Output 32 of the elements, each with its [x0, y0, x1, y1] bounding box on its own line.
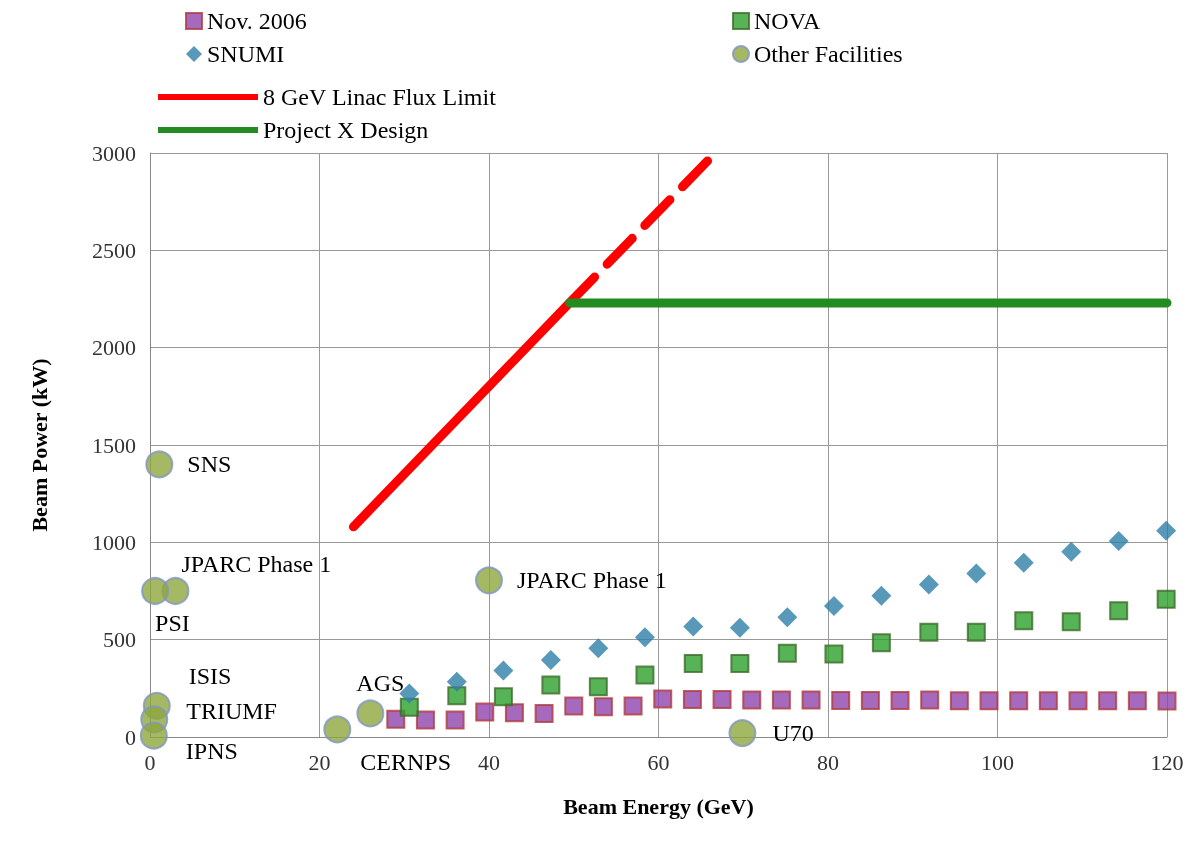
x-tick-label: 100	[981, 749, 1014, 775]
y-tick-label: 1500	[92, 432, 136, 458]
y-tick-label: 1000	[92, 529, 136, 555]
legend-label: SNUMI	[207, 41, 285, 67]
annotation: IPNS	[185, 737, 238, 764]
y-tick-label: 2500	[92, 237, 136, 263]
legend-label: NOVA	[754, 8, 821, 34]
x-tick-label: 40	[478, 749, 500, 775]
annotation: ISIS	[188, 662, 232, 689]
legend-label: Other Facilities	[754, 41, 903, 67]
x-tick-label: 20	[308, 749, 331, 775]
annotation: AGS	[356, 670, 405, 697]
x-tick-label: 60	[647, 749, 670, 775]
y-tick-label: 2000	[92, 335, 136, 361]
annotation: TRIUMF	[186, 698, 277, 725]
legend-label: 8 GeV Linac Flux Limit	[263, 84, 497, 110]
annotation: PSI	[155, 610, 190, 636]
x-axis-title: Beam Energy (GeV)	[563, 793, 754, 819]
y-tick-label: 3000	[92, 140, 136, 166]
y-tick-label: 0	[125, 724, 136, 750]
annotation: JPARC Phase 1	[181, 551, 332, 577]
x-tick-label: 0	[144, 749, 156, 775]
x-tick-label: 80	[817, 749, 839, 775]
legend-label: Nov. 2006	[207, 8, 307, 34]
annotation: U70	[772, 720, 814, 747]
annotation: CERNPS	[360, 749, 451, 776]
legend-label: Project X Design	[263, 117, 429, 143]
x-tick-label: 120	[1150, 749, 1184, 775]
annotation: SNS	[187, 451, 232, 478]
annotation: JPARC Phase 1	[517, 567, 667, 594]
y-axis-title: Beam Power (kW)	[26, 358, 52, 532]
y-tick-label: 500	[103, 627, 136, 653]
